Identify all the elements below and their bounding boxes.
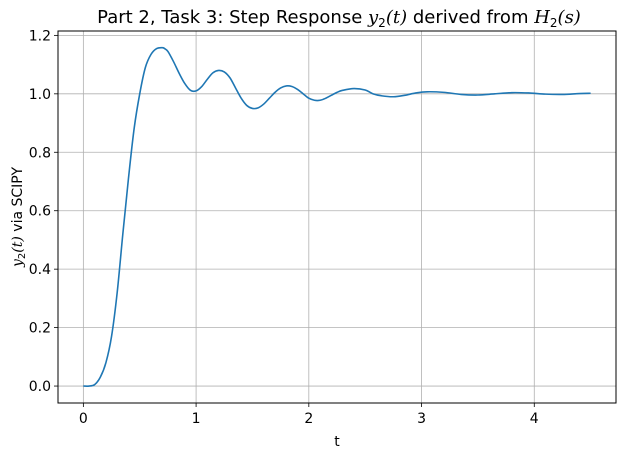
- x-axis-label: t: [334, 434, 340, 450]
- y-tick-label: 0.4: [29, 262, 51, 278]
- title-prefix: Part 2, Task 3: Step Response: [97, 7, 368, 28]
- x-tick-label: 0: [79, 411, 88, 427]
- title-y-argument: (t): [386, 7, 407, 28]
- title-h-subscript: 2: [550, 16, 558, 30]
- y-axis-label: y2(t) via SCIPY: [10, 167, 28, 268]
- x-tick-label: 1: [192, 411, 201, 427]
- ylabel-suffix: via SCIPY: [10, 167, 26, 237]
- title-y-symbol: y: [367, 7, 379, 28]
- y-tick-label: 1.0: [29, 87, 51, 103]
- x-tick-label: 3: [417, 411, 426, 427]
- axis-ticks: 0 1 2 3 4 0.0 0.2 0.4 0.6 0.8 1.0 1.2: [29, 28, 539, 427]
- title-y-subscript: 2: [378, 16, 386, 30]
- ylabel-symbol: y: [10, 258, 26, 268]
- chart-title: Part 2, Task 3: Step Response y2(t) deri…: [97, 7, 581, 30]
- y-tick-label: 0.2: [29, 321, 51, 337]
- y-tick-label: 1.2: [29, 28, 51, 44]
- plot-frame: [57, 30, 617, 404]
- grid-lines: [58, 31, 616, 403]
- y-tick-label: 0.0: [29, 379, 51, 395]
- y-tick-label: 0.8: [29, 145, 51, 161]
- data-line-group: [83, 46, 591, 387]
- title-h-argument: (s): [558, 7, 581, 28]
- y-tick-label: 0.6: [29, 204, 51, 220]
- x-tick-label: 2: [304, 411, 313, 427]
- ylabel-subscript: 2: [17, 253, 28, 259]
- x-tick-label: 4: [530, 411, 539, 427]
- title-h-symbol: H: [533, 7, 550, 28]
- ylabel-argument: (t): [10, 236, 26, 253]
- title-middle: derived from: [407, 7, 534, 28]
- step-response-line: [83, 46, 591, 387]
